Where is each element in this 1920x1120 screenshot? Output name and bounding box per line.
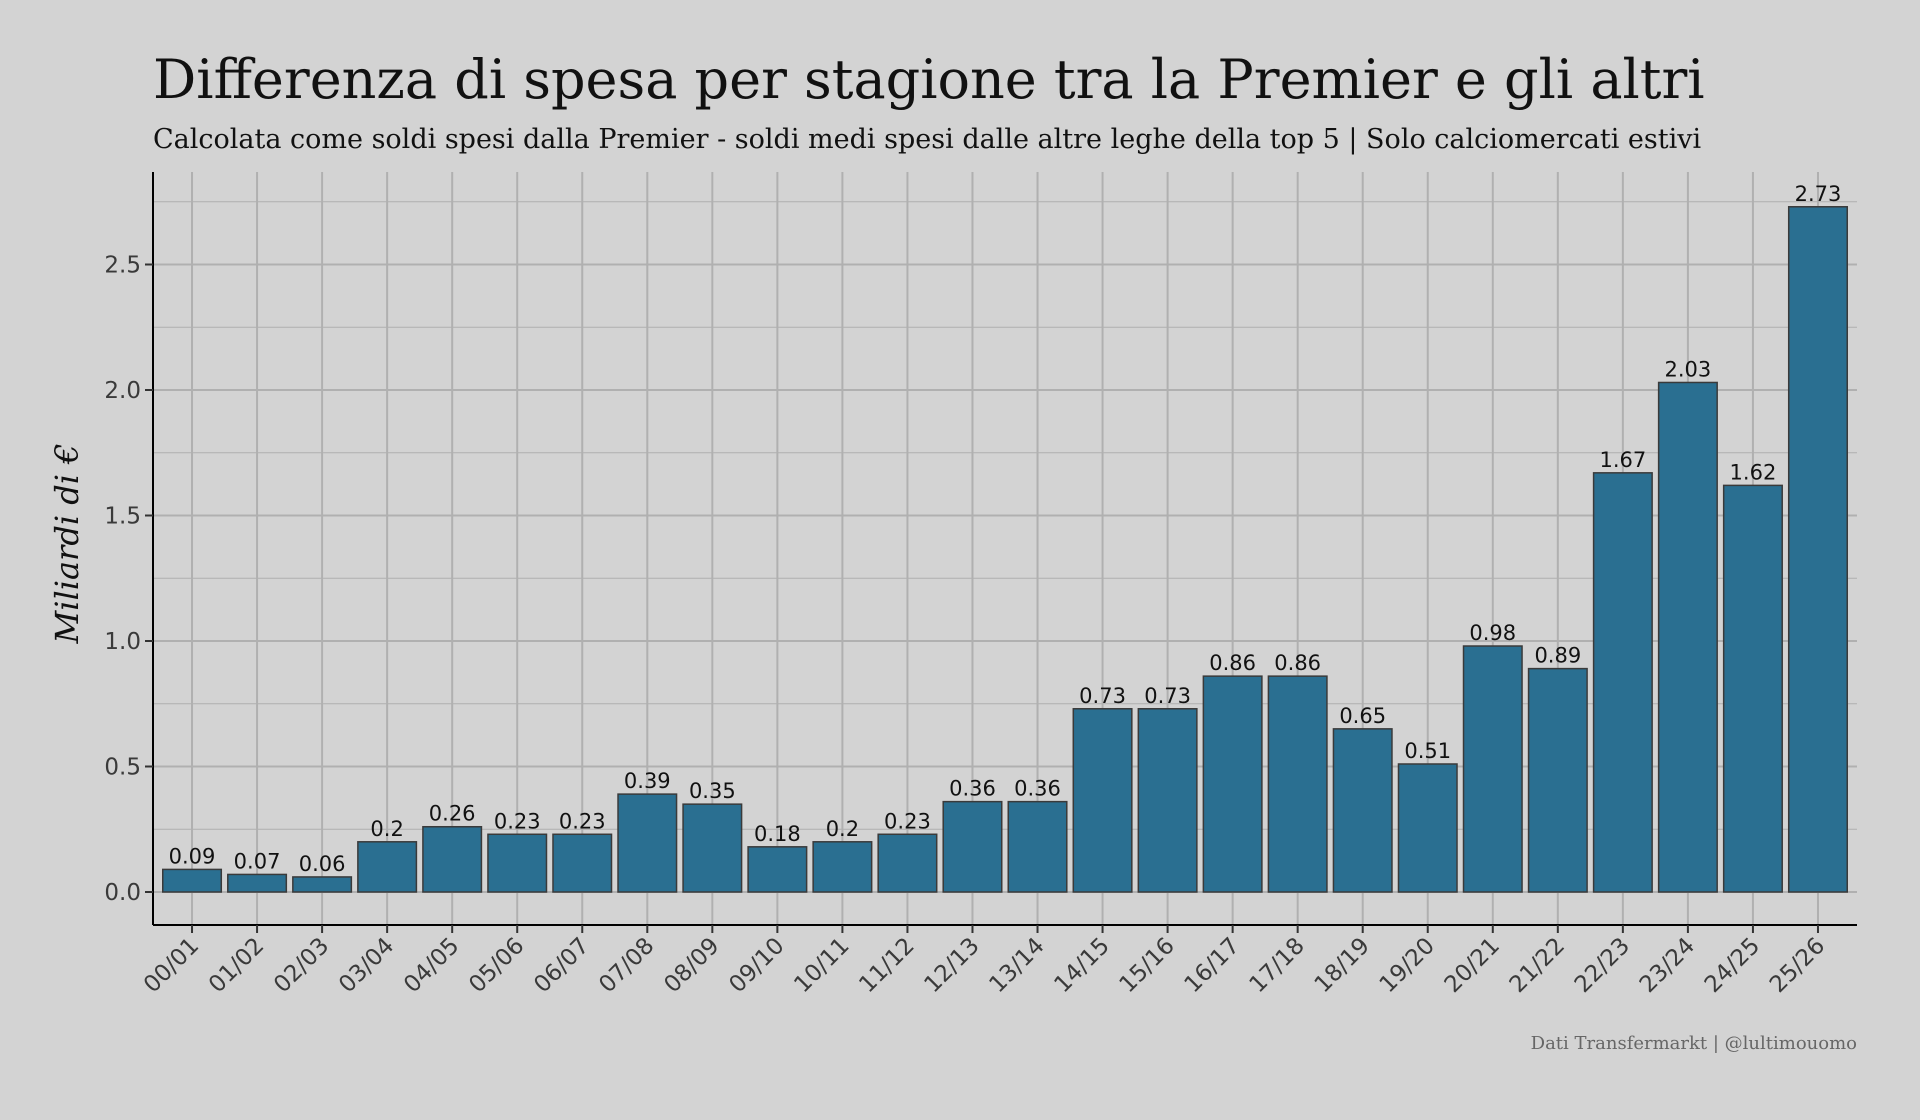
bar (1202, 675, 1263, 893)
bar (877, 833, 938, 893)
bar (942, 800, 1003, 893)
x-tick-label: 08/09 (659, 933, 724, 998)
y-tick-label: 1.5 (104, 504, 141, 530)
x-tick-label: 17/18 (1245, 933, 1310, 998)
bar (1397, 763, 1458, 893)
x-tick-label: 15/16 (1115, 933, 1180, 998)
x-tick-label: 09/10 (724, 933, 789, 998)
x-tick-label: 25/26 (1765, 933, 1830, 998)
axes (145, 172, 1857, 933)
x-tick-labels: 00/01 01/02 02/03 03/04 04/05 05/06 06/07 07/08… (139, 933, 1830, 998)
bar-value-label: 1.62 (1730, 460, 1777, 484)
x-tick-label: 11/12 (854, 933, 919, 998)
bar-value-label: 0.86 (1209, 651, 1256, 675)
bar (422, 825, 483, 893)
bar-value-label: 0.86 (1274, 651, 1321, 675)
y-tick-label: 0.5 (104, 755, 141, 781)
bar-value-label: 0.73 (1079, 684, 1126, 708)
chart-title: Differenza di spesa per stagione tra la … (153, 48, 1705, 111)
bar (1267, 675, 1328, 893)
bar-value-label: 0.73 (1144, 684, 1191, 708)
bar-value-label: 0.23 (494, 809, 541, 833)
chart-subtitle: Calcolata come soldi spesi dalla Premier… (153, 124, 1702, 155)
bar-value-label: 0.23 (884, 809, 931, 833)
x-tick-label: 24/25 (1700, 933, 1765, 998)
x-tick-label: 03/04 (334, 933, 399, 998)
bar (1072, 708, 1133, 893)
bar-value-label: 0.39 (624, 769, 671, 793)
bar (227, 873, 288, 893)
bar-value-label: 0.98 (1469, 621, 1516, 645)
x-tick-label: 21/22 (1505, 933, 1570, 998)
bar-value-labels: 0.09 0.07 0.06 0.2 0.26 0.23 0.23 0.39 0.35 0.18 0… (169, 182, 1842, 876)
bar-value-label: 0.2 (826, 817, 859, 841)
y-tick-label: 2.5 (104, 253, 141, 279)
bar-value-label: 0.51 (1404, 739, 1451, 763)
bar (487, 833, 548, 893)
bar-value-label: 2.73 (1795, 182, 1842, 206)
x-tick-label: 18/19 (1310, 933, 1375, 998)
x-tick-label: 13/14 (984, 933, 1049, 998)
bar-value-label: 0.26 (429, 802, 476, 826)
x-tick-label: 04/05 (399, 933, 464, 998)
bar-value-label: 0.35 (689, 779, 736, 803)
x-tick-label: 02/03 (269, 933, 334, 998)
x-tick-label: 07/08 (594, 933, 659, 998)
bar-value-label: 0.2 (370, 817, 403, 841)
x-tick-label: 05/06 (464, 933, 529, 998)
bar (162, 868, 223, 893)
bar (1592, 472, 1653, 893)
bar (682, 803, 743, 893)
bar (1462, 645, 1523, 893)
bar-value-label: 1.67 (1599, 448, 1646, 472)
x-tick-label: 23/24 (1635, 933, 1700, 998)
bar (747, 846, 808, 893)
x-tick-label: 14/15 (1050, 933, 1115, 998)
bar (1722, 484, 1783, 893)
x-tick-label: 06/07 (529, 933, 594, 998)
bar (357, 841, 418, 893)
x-tick-label: 20/21 (1440, 933, 1505, 998)
bar (1007, 800, 1068, 893)
bar (1332, 728, 1393, 893)
x-tick-label: 00/01 (139, 933, 204, 998)
y-axis-label: Miliardi di € (48, 444, 86, 645)
y-tick-label: 1.0 (104, 629, 141, 655)
x-tick-label: 19/20 (1375, 933, 1440, 998)
bar-value-label: 0.89 (1534, 644, 1581, 668)
y-tick-label: 0.0 (104, 880, 141, 906)
x-tick-label: 01/02 (204, 933, 269, 998)
bar-value-label: 0.18 (754, 822, 801, 846)
bar (617, 793, 678, 893)
bar-value-label: 0.23 (559, 809, 606, 833)
bar (552, 833, 613, 893)
bar-value-label: 0.07 (234, 849, 281, 873)
bar (812, 841, 873, 893)
bar-value-label: 2.03 (1665, 357, 1712, 381)
bar-value-label: 0.36 (1014, 777, 1061, 801)
bars (162, 206, 1848, 893)
bar (1787, 206, 1848, 893)
bar (1527, 667, 1588, 893)
x-tick-label: 12/13 (919, 933, 984, 998)
bar (1657, 381, 1718, 893)
bar-value-label: 0.65 (1339, 704, 1386, 728)
bar (292, 876, 353, 893)
bar-value-label: 0.06 (299, 852, 346, 876)
bar-value-label: 0.36 (949, 777, 996, 801)
bar (1137, 708, 1198, 893)
y-tick-label: 2.0 (104, 378, 141, 404)
bar-value-label: 0.09 (169, 844, 216, 868)
y-tick-labels: 0.0 0.5 1.0 1.5 2.0 2.5 (104, 253, 141, 907)
x-tick-label: 10/11 (789, 933, 854, 998)
source-caption: Dati Transfermarkt | @lultimouomo (1530, 1033, 1857, 1054)
x-tick-label: 22/23 (1570, 933, 1635, 998)
x-tick-label: 16/17 (1180, 933, 1245, 998)
